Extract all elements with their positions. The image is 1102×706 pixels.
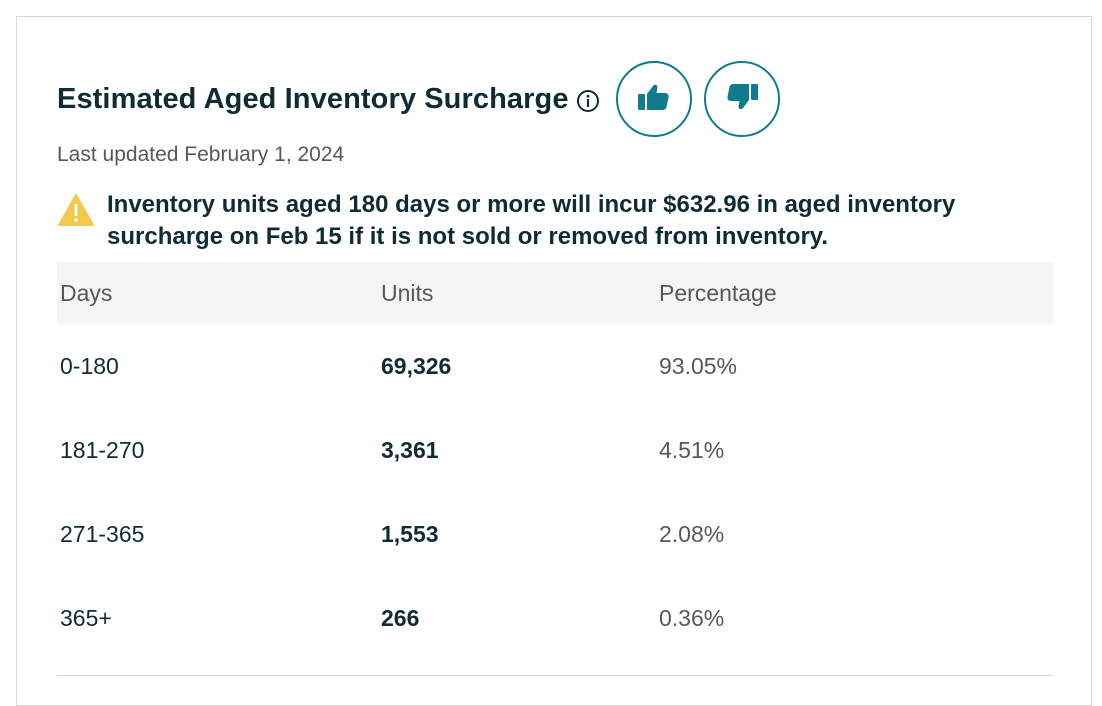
header-days: Days: [60, 279, 113, 306]
cell-percentage: 93.05%: [659, 352, 738, 379]
thumbs-up-icon: [634, 77, 674, 122]
table-row: 271-365 1,553 2.08%: [57, 492, 1053, 576]
aged-inventory-card: Estimated Aged Inventory Surcharge: [16, 16, 1092, 706]
table-row: 0-180 69,326 93.05%: [57, 324, 1053, 408]
header-percentage: Percentage: [659, 279, 777, 306]
cell-percentage: 0.36%: [659, 604, 725, 631]
table-row: 365+ 266 0.36%: [57, 576, 1053, 660]
cell-days: 0-180: [60, 352, 119, 379]
cell-units: 1,553: [381, 520, 439, 547]
thumbs-up-button[interactable]: [615, 61, 692, 137]
card-title: Estimated Aged Inventory Surcharge: [57, 82, 569, 115]
cell-units: 3,361: [381, 436, 439, 463]
alert-line-2: surcharge on Feb 15 if it is not sold or…: [107, 223, 829, 250]
warning-triangle-icon: [57, 193, 95, 227]
surcharge-alert: Inventory units aged 180 days or more wi…: [57, 189, 1047, 253]
cell-days: 365+: [60, 604, 112, 631]
cell-percentage: 2.08%: [659, 520, 725, 547]
table-header: Days Units Percentage: [57, 262, 1053, 324]
info-circle-icon[interactable]: [576, 89, 600, 113]
cell-days: 271-365: [60, 520, 145, 547]
cell-units: 69,326: [381, 352, 452, 379]
thumbs-down-icon: [722, 77, 762, 122]
cell-units: 266: [381, 604, 420, 631]
alert-line-1: Inventory units aged 180 days or more wi…: [107, 191, 956, 218]
aging-table: Days Units Percentage 0-180 69,326 93.05…: [57, 262, 1053, 660]
last-updated-text: Last updated February 1, 2024: [57, 143, 345, 166]
cell-days: 181-270: [60, 436, 145, 463]
table-row: 181-270 3,361 4.51%: [57, 408, 1053, 492]
title-row: Estimated Aged Inventory Surcharge: [57, 59, 780, 139]
alert-message: Inventory units aged 180 days or more wi…: [107, 189, 955, 253]
table-bottom-divider: [57, 675, 1053, 676]
header-units: Units: [381, 279, 434, 306]
thumbs-down-button[interactable]: [703, 61, 780, 137]
cell-percentage: 4.51%: [659, 436, 725, 463]
